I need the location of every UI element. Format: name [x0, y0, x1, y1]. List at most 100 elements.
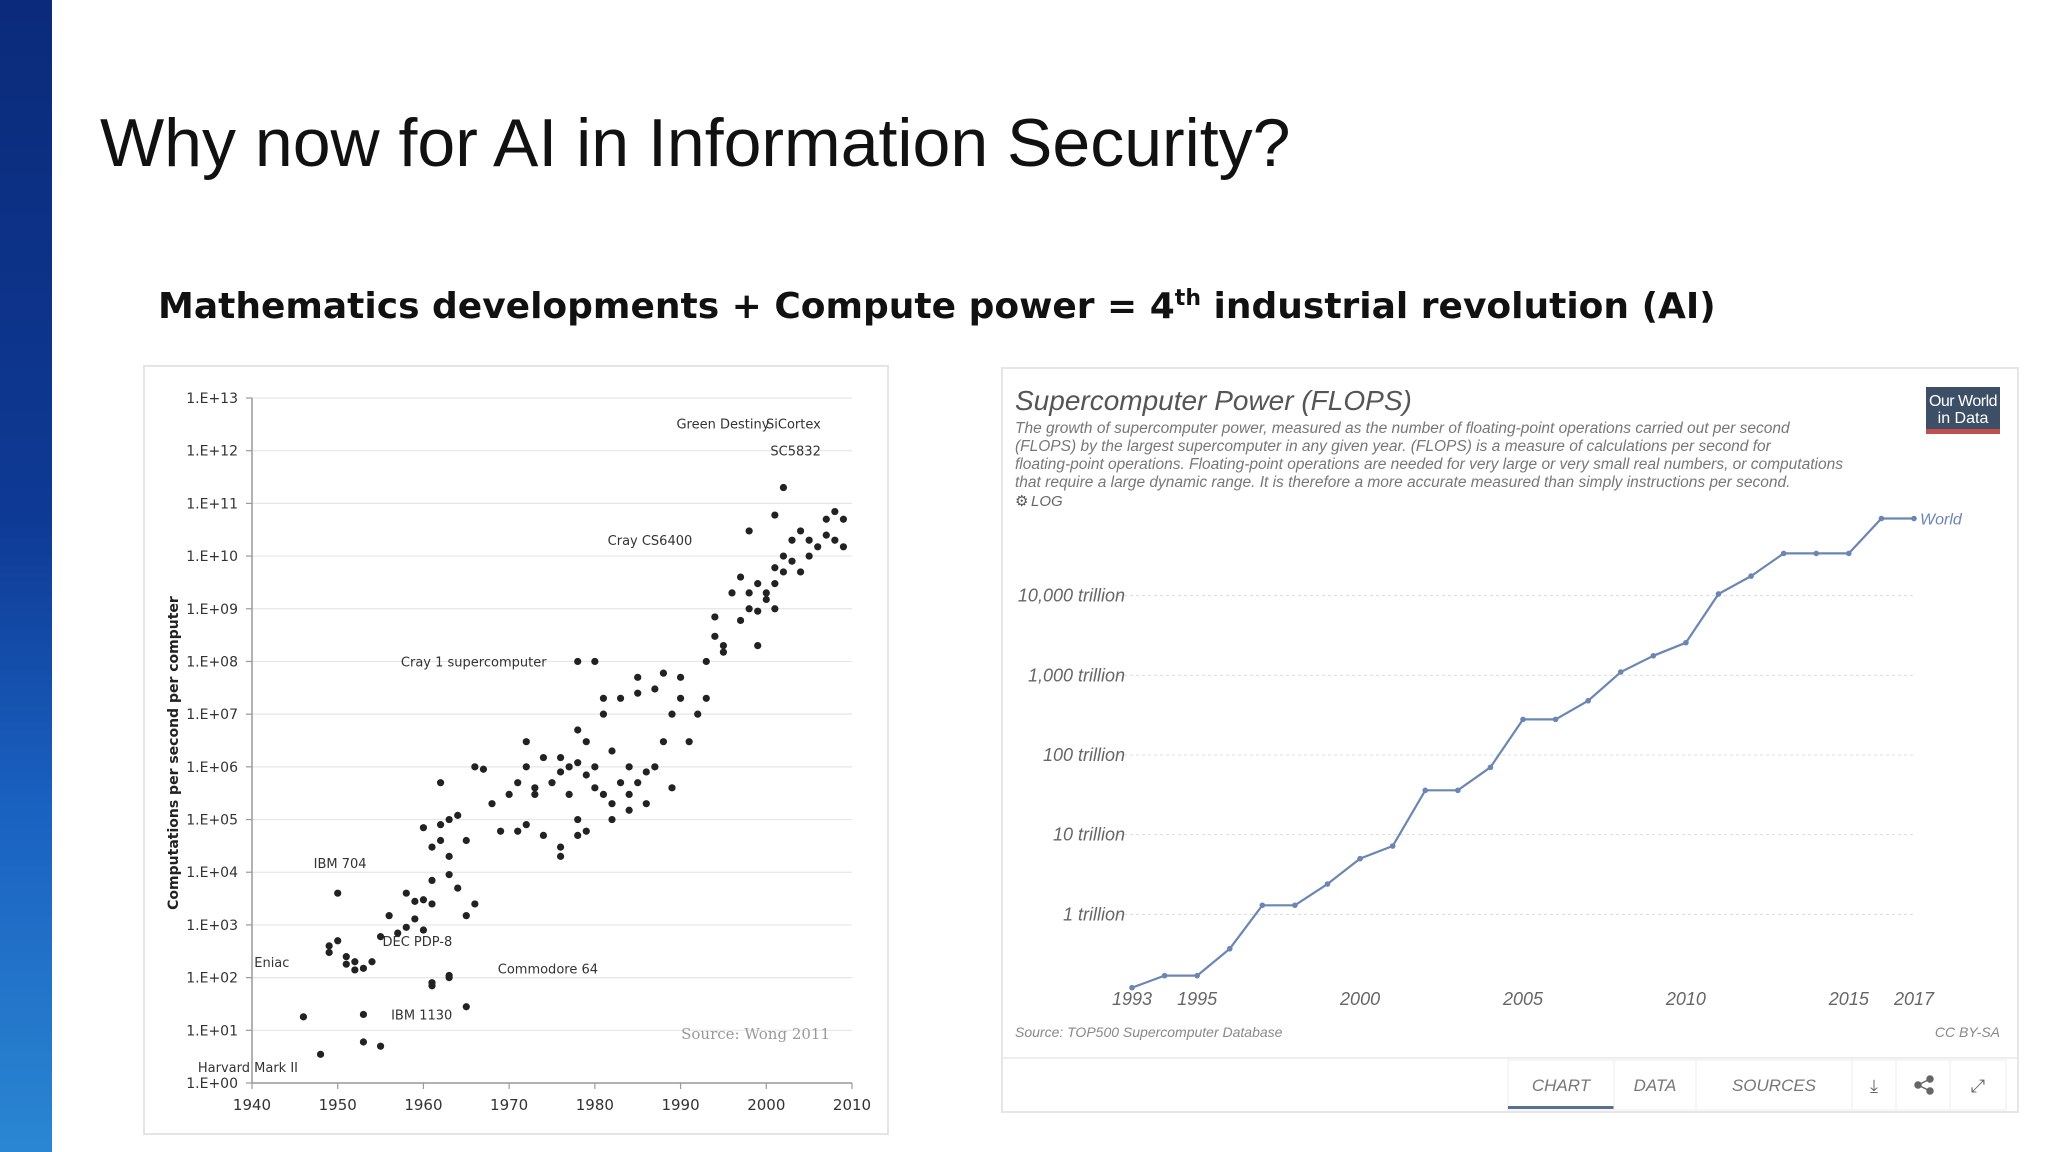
left-chart-point	[771, 511, 779, 519]
right-chart-tabs: CHART DATA SOURCES	[1507, 1059, 1853, 1111]
left-chart-point	[822, 531, 830, 539]
left-chart-point	[351, 958, 359, 966]
left-chart-point	[445, 852, 453, 860]
right-chart-point	[1813, 550, 1820, 557]
left-chart-x-tick-label: 1970	[490, 1096, 528, 1114]
left-chart-y-ticks: 1.E+00 1.E+01 1.E+02 1.E+03 1.E+04 1.E+05 1.E+…	[186, 391, 238, 1092]
left-chart-point	[471, 763, 479, 771]
left-chart-point	[436, 779, 445, 787]
left-chart-point	[565, 763, 573, 771]
owid-logo-line-1: Our World	[1929, 393, 1997, 410]
left-chart-point	[796, 568, 805, 576]
share-icon	[1914, 1075, 1934, 1095]
left-chart-frame	[143, 365, 889, 1135]
left-chart-annotation: Eniac	[254, 956, 289, 971]
left-chart-point	[745, 527, 753, 535]
tab-chart[interactable]: CHART	[1507, 1059, 1615, 1111]
share-button[interactable]	[1895, 1059, 1951, 1111]
left-chart-point	[591, 657, 599, 666]
subtitle-pre: Mathematics developments + Compute power…	[158, 286, 1175, 327]
left-chart-point	[342, 960, 350, 968]
left-chart-x-tick-label: 1980	[576, 1096, 614, 1114]
left-chart-point	[685, 738, 693, 746]
left-chart-annotation: SiCortex	[766, 417, 821, 432]
left-chart-x-tick-label: 1950	[319, 1096, 357, 1114]
left-chart-point	[642, 800, 650, 808]
left-chart-point	[574, 815, 582, 824]
tab-label: CHART	[1532, 1076, 1592, 1095]
left-chart-point	[762, 589, 770, 597]
left-chart-point	[428, 876, 436, 884]
right-chart-point	[1422, 787, 1429, 794]
right-chart-point	[1552, 716, 1559, 723]
supercomputer-flops-chart: Supercomputer Power (FLOPS) The growth o…	[1001, 367, 2019, 1113]
left-chart-point	[368, 958, 376, 966]
left-chart-point	[436, 836, 445, 845]
gear-icon: ⚙	[1015, 492, 1028, 510]
left-chart-point	[359, 1038, 368, 1046]
tab-background	[1507, 1059, 1615, 1111]
tab-data[interactable]: DATA	[1613, 1059, 1697, 1111]
right-chart-point	[1683, 639, 1689, 646]
left-chart-point	[642, 768, 650, 776]
sidebar-accent-bar	[0, 0, 52, 1152]
left-chart-point	[565, 790, 573, 798]
right-chart-x-tick-label: 1993	[1112, 989, 1152, 1009]
left-chart-point	[462, 836, 470, 845]
left-chart-x-ticks: 1940 1950 1960 1970 1980 1990 2000 2010	[233, 1083, 871, 1114]
left-chart-annotation: DEC PDP-8	[382, 935, 452, 950]
right-chart-point	[1780, 550, 1787, 557]
left-chart-point	[702, 694, 710, 702]
left-chart-point	[428, 982, 436, 990]
left-chart-point	[445, 815, 453, 824]
left-chart-point	[796, 527, 805, 535]
right-chart-y-tick-label: 1 trillion	[1063, 904, 1125, 924]
right-chart-point	[1357, 855, 1363, 862]
left-chart-point	[736, 573, 745, 581]
subtitle-post: industrial revolution (AI)	[1200, 286, 1716, 327]
left-chart-point	[771, 564, 779, 572]
left-chart-point	[556, 768, 565, 776]
right-chart-point	[1292, 902, 1298, 909]
left-chart-point	[788, 536, 796, 544]
right-chart-y-tick-label: 1,000 trillion	[1028, 665, 1125, 685]
left-chart-point	[479, 765, 488, 773]
left-chart-point	[659, 669, 668, 677]
right-chart-source: Source: TOP500 Supercomputer Database	[1015, 1024, 1283, 1040]
left-chart-point	[316, 1050, 325, 1058]
left-chart-point	[608, 747, 616, 755]
log-toggle[interactable]: ⚙ LOG	[1015, 492, 1063, 510]
left-chart-point	[514, 779, 522, 787]
owid-logo-line-2: in Data	[1938, 410, 1989, 427]
left-chart-point	[625, 763, 633, 771]
right-chart-point	[1487, 764, 1494, 771]
left-chart-point	[668, 710, 676, 718]
left-chart-point	[694, 710, 702, 718]
left-chart-point	[428, 843, 436, 851]
left-chart-point	[505, 790, 513, 798]
tab-sources[interactable]: SOURCES	[1695, 1059, 1853, 1111]
right-chart-point	[1194, 972, 1200, 979]
right-chart-point	[1911, 515, 1917, 522]
left-chart-point	[445, 871, 453, 879]
owid-logo: Our World in Data	[1926, 387, 2000, 434]
left-chart-y-tick-label: 1.E+05	[186, 813, 238, 829]
left-chart-point	[574, 831, 582, 840]
fullscreen-button[interactable]: ⤢	[1949, 1059, 2007, 1111]
left-chart-annotation: SC5832	[770, 445, 820, 460]
left-chart-source: Source: Wong 2011	[681, 1025, 830, 1043]
right-chart-x-tick-label: 2015	[1828, 989, 1870, 1009]
left-chart-x-tick-label: 2000	[747, 1096, 785, 1114]
right-chart-x-ticks: 1993 1995 2000 2005 2010 2015 2017	[1112, 989, 1935, 1009]
left-chart-point	[385, 912, 393, 920]
download-button[interactable]: ⤓	[1851, 1059, 1897, 1111]
left-chart-point	[736, 616, 745, 625]
left-chart-point	[454, 811, 462, 819]
left-chart-annotation: Commodore 64	[498, 962, 598, 977]
left-chart-point	[771, 580, 779, 588]
left-chart-point	[556, 843, 565, 851]
left-chart-y-tick-label: 1.E+08	[186, 654, 238, 670]
right-chart-desc-3: floating-point operations. Floating-poin…	[1015, 456, 1843, 473]
right-chart-point	[1389, 843, 1396, 849]
left-chart-point	[334, 937, 342, 945]
